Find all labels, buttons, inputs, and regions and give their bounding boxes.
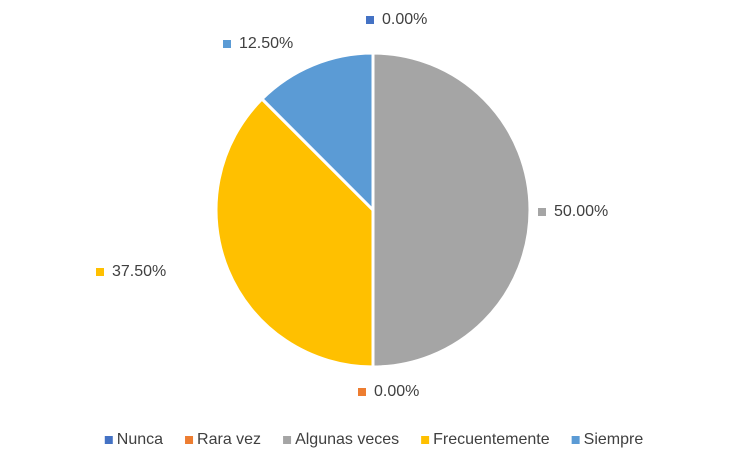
pie-slice [214,96,375,369]
legend-marker [571,436,580,444]
legend-label: Algunas veces [295,431,399,448]
legend-label: Siempre [584,431,644,448]
data-label: 12.50% [239,35,293,52]
label-marker [366,16,374,24]
label-marker [223,40,231,48]
label-marker [358,388,366,396]
legend-label: Frecuentemente [433,431,550,448]
legend-marker [185,436,194,444]
data-label: 50.00% [554,203,608,220]
legend-marker [283,436,292,444]
legend-label: Nunca [117,431,163,448]
legend-marker [421,436,430,444]
data-label: 37.50% [112,263,166,280]
data-label: 0.00% [374,383,419,400]
legend-marker [104,436,113,444]
label-marker [96,268,104,276]
legend-label: Rara vez [197,431,261,448]
data-label: 0.00% [382,11,427,28]
label-marker [538,208,546,216]
pie-slice [371,51,532,369]
pie-slice [259,51,375,214]
